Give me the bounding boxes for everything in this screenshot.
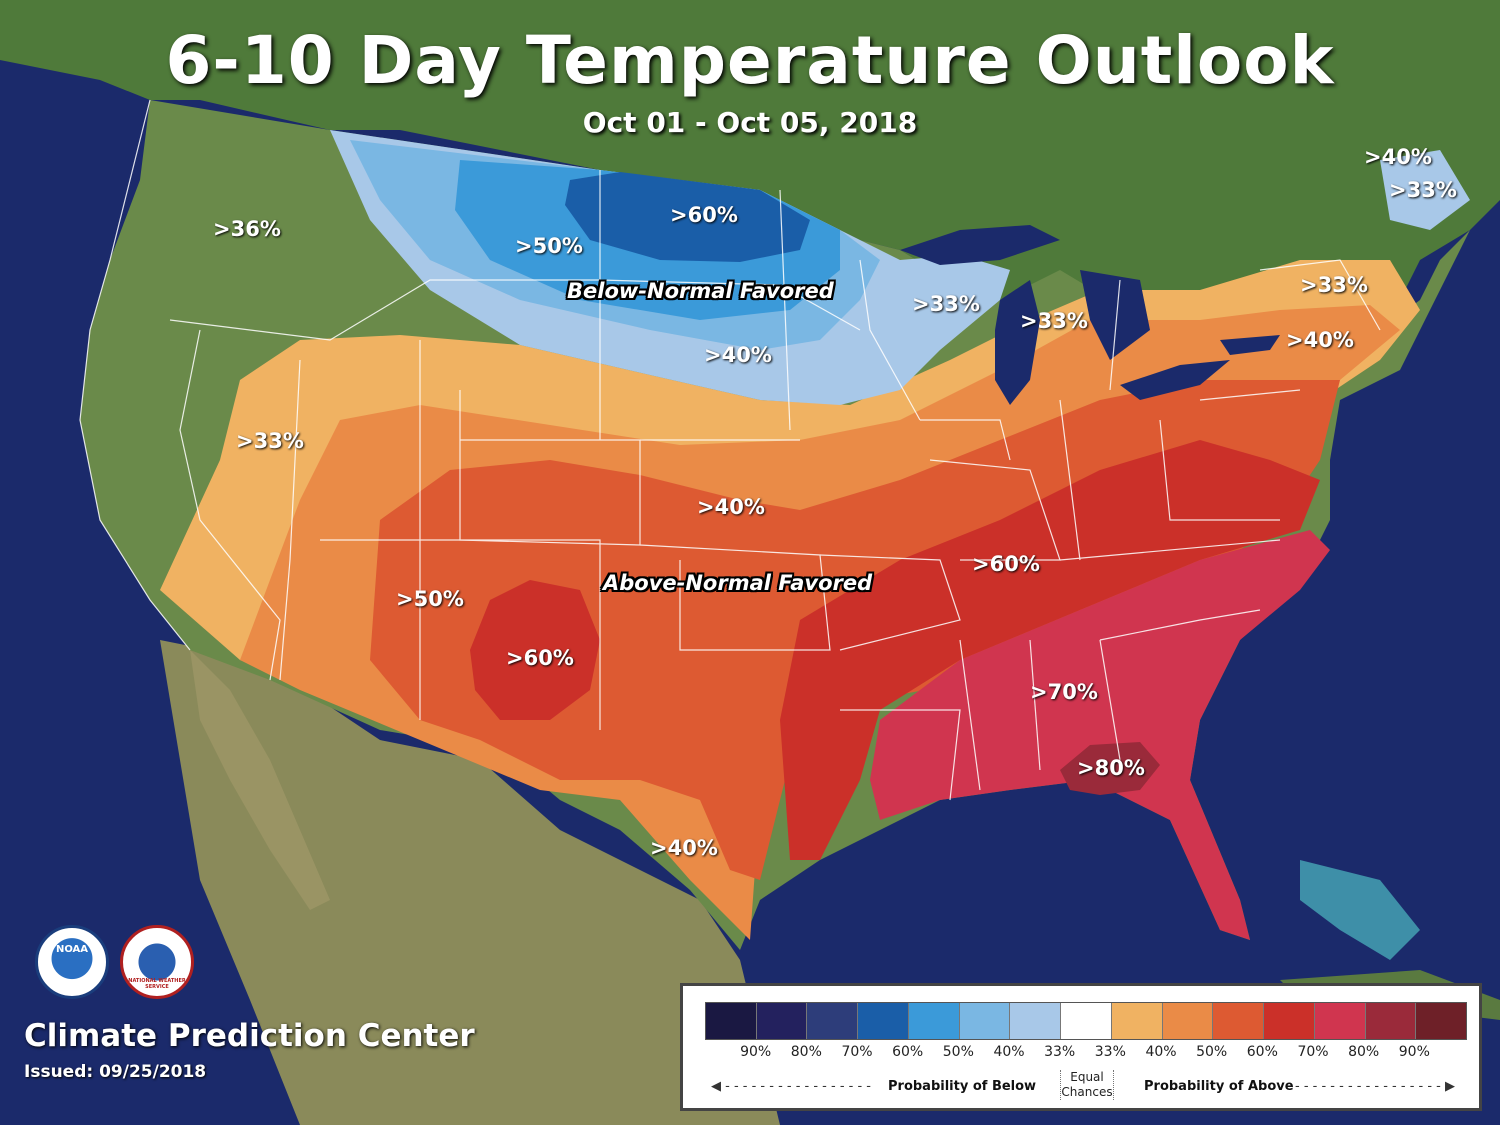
zone-above-70 — [870, 530, 1330, 940]
label-above-33-west: >33% — [236, 429, 304, 453]
legend-tick: 40% — [1145, 1044, 1177, 1060]
map-title: 6-10 Day Temperature Outlook — [165, 22, 1335, 99]
legend-tick: 60% — [892, 1044, 924, 1060]
state-borders — [79, 99, 1381, 801]
noaa-logo-text: NOAA — [55, 944, 89, 955]
label-above-60-se: >60% — [972, 552, 1040, 576]
lake-michigan — [995, 280, 1040, 405]
legend-tick: 50% — [942, 1044, 974, 1060]
zone-above-60-sw — [470, 580, 600, 720]
legend-tick: 70% — [841, 1044, 873, 1060]
lake-huron — [1080, 270, 1150, 360]
noaa-logo: NOAA — [35, 925, 109, 999]
legend-tick: 50% — [1196, 1044, 1228, 1060]
equal-line2: Chances — [1061, 1085, 1113, 1099]
lake-ontario — [1220, 335, 1280, 355]
label-below-40: >40% — [704, 343, 772, 367]
legend-swatch — [1061, 1003, 1112, 1039]
nws-logo-text: NATIONAL WEATHER SERVICE — [128, 978, 186, 990]
legend-above-label: Probability of Above — [1144, 1079, 1294, 1094]
legend-swatch — [1264, 1003, 1315, 1039]
legend-swatch — [1010, 1003, 1062, 1039]
legend-below-label: Probability of Below — [888, 1079, 1037, 1094]
label-above-80: >80% — [1077, 756, 1145, 780]
baja-land — [190, 650, 330, 910]
legend-tick: 33% — [1044, 1044, 1076, 1060]
legend-tick: 80% — [790, 1044, 822, 1060]
left-arrow: ◀ - - - - - - - - - - - - - - - - - — [711, 1079, 871, 1094]
legend-tick: 33% — [1094, 1044, 1126, 1060]
label-below-33-mn: >33% — [912, 292, 980, 316]
legend-swatch — [1365, 1003, 1417, 1039]
legend-tick: 80% — [1348, 1044, 1380, 1060]
legend-tick: 90% — [1398, 1044, 1430, 1060]
legend-tick: 60% — [1246, 1044, 1278, 1060]
label-below-60: >60% — [670, 203, 738, 227]
label-below-50: >50% — [515, 234, 583, 258]
label-below-40-me: >40% — [1364, 145, 1432, 169]
issued-date: Issued: 09/25/2018 — [24, 1062, 207, 1082]
legend-swatch — [1314, 1003, 1366, 1039]
label-above-40-plains: >40% — [697, 495, 765, 519]
label-above-50: >50% — [396, 587, 464, 611]
lake-erie — [1120, 360, 1230, 400]
right-arrow: - - - - - - - - - - - - - - - - - ▶ — [1295, 1079, 1455, 1094]
label-above-40-tx: >40% — [650, 836, 718, 860]
org-name: Climate Prediction Center — [24, 1018, 475, 1054]
legend-swatch — [706, 1003, 757, 1039]
map-subtitle: Oct 01 - Oct 05, 2018 — [582, 106, 918, 139]
nws-logo: NATIONAL WEATHER SERVICE — [120, 925, 194, 999]
legend-swatch — [858, 1003, 909, 1039]
legend-swatch — [1416, 1003, 1467, 1039]
legend-swatch — [756, 1003, 808, 1039]
label-above-70: >70% — [1030, 680, 1098, 704]
legend-swatch — [807, 1003, 859, 1039]
label-above-60-nm: >60% — [506, 646, 574, 670]
legend-swatch — [908, 1003, 960, 1039]
legend-swatch — [1213, 1003, 1265, 1039]
zone-above-80 — [1060, 742, 1160, 795]
below-normal-favored: Below-Normal Favored — [567, 279, 834, 303]
legend-swatch — [959, 1003, 1011, 1039]
label-above-33-mi: >33% — [1020, 309, 1088, 333]
lake-superior — [900, 225, 1060, 265]
above-normal-favored: Above-Normal Favored — [603, 571, 873, 595]
equal-line1: Equal — [1070, 1070, 1104, 1084]
legend-tick: 70% — [1297, 1044, 1329, 1060]
legend: 90% 80% 70% 60% 50% 40% 33% 33% 40% 50% 60% 70% 80% 9… — [680, 983, 1482, 1111]
caribbean-land — [1300, 860, 1420, 960]
label-below-33-me: >33% — [1389, 178, 1457, 202]
legend-tick: 40% — [993, 1044, 1025, 1060]
zone-below-33-ne — [1380, 150, 1470, 230]
legend-swatch — [1111, 1003, 1163, 1039]
legend-color-bar — [705, 1002, 1467, 1040]
label-above-33-ne: >33% — [1300, 273, 1368, 297]
zone-above-60 — [780, 440, 1320, 860]
mexico-land — [160, 640, 780, 1125]
label-above-40-ne: >40% — [1286, 328, 1354, 352]
legend-swatch — [1162, 1003, 1214, 1039]
legend-equal-chances: Equal Chances — [1060, 1070, 1114, 1100]
label-above-36: >36% — [213, 217, 281, 241]
zone-below-60 — [565, 172, 810, 262]
legend-tick: 90% — [740, 1044, 772, 1060]
